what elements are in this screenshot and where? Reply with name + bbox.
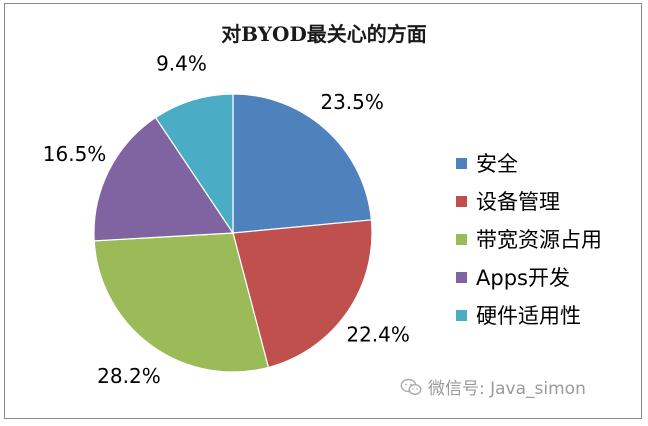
data-label: 22.4% — [346, 322, 410, 346]
legend-label: 设备管理 — [476, 190, 560, 214]
legend-label: 带宽资源占用 — [476, 228, 602, 252]
legend-swatch — [456, 233, 467, 245]
legend-item-hardware: 硬件适用性 — [456, 296, 602, 334]
watermark: 微信号: Java_simon — [400, 374, 586, 399]
legend-label: 安全 — [476, 152, 518, 176]
data-label: 16.5% — [43, 142, 107, 166]
slice-security — [232, 93, 373, 234]
wechat-icon — [400, 378, 422, 395]
slice-apps — [93, 116, 235, 242]
slice-hardware — [154, 93, 234, 235]
slice-device-management — [232, 219, 373, 369]
legend-swatch — [456, 309, 467, 321]
legend-label: Apps开发 — [476, 266, 570, 290]
legend-label: 硬件适用性 — [476, 304, 581, 328]
data-label: 28.2% — [97, 364, 161, 388]
data-label: 9.4% — [156, 52, 207, 76]
legend: 安全 设备管理 带宽资源占用 Apps开发 硬件适用性 — [456, 144, 602, 334]
legend-item-security: 安全 — [456, 144, 602, 182]
legend-item-apps: Apps开发 — [456, 258, 602, 296]
slice-bandwidth — [93, 232, 270, 373]
legend-swatch — [456, 271, 467, 283]
legend-item-bandwidth: 带宽资源占用 — [456, 220, 602, 258]
chart-title: 对BYOD最关心的方面 — [221, 22, 427, 46]
legend-item-device-management: 设备管理 — [456, 182, 602, 220]
watermark-text: 微信号: Java_simon — [428, 379, 586, 399]
legend-swatch — [456, 157, 467, 169]
legend-swatch — [456, 195, 467, 207]
data-label: 23.5% — [320, 90, 384, 114]
